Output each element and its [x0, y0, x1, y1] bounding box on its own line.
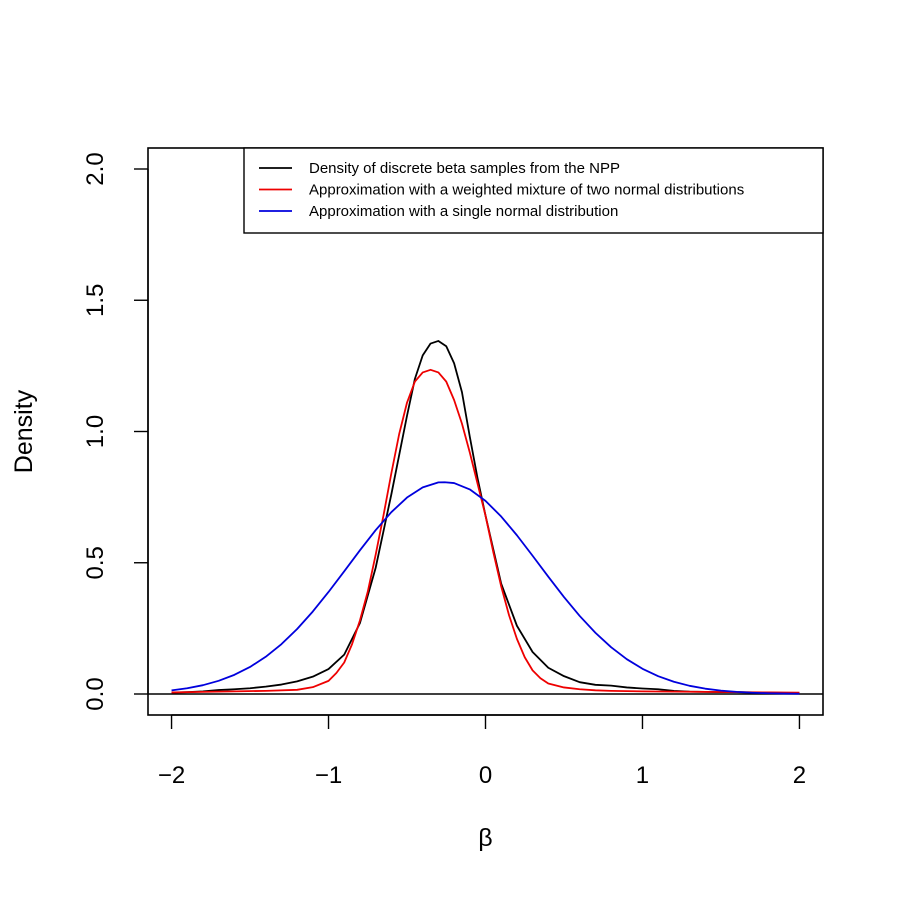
series-line-2 [171, 368, 800, 694]
x-tick-label: −1 [315, 762, 342, 789]
x-tick-label: 0 [479, 762, 492, 789]
plot-area [148, 340, 823, 695]
y-tick-label: 0.0 [82, 677, 109, 710]
x-tick-label: 2 [793, 762, 806, 789]
y-axis: 0.0 0.5 1.0 1.5 2.0 [82, 152, 149, 711]
y-axis-title: Density [10, 389, 38, 473]
legend-label-2: Approximation with a weighted mixture of… [309, 182, 744, 199]
x-axis-title: β [478, 824, 492, 852]
x-tick-label: 1 [636, 762, 649, 789]
y-tick-label: 2.0 [82, 152, 109, 185]
legend: Density of discrete beta samples from th… [243, 147, 824, 234]
series-line-3 [171, 481, 800, 695]
y-tick-label: 0.5 [82, 546, 109, 579]
x-axis: −2 −1 0 1 2 [158, 714, 806, 789]
legend-box [243, 147, 824, 234]
y-tick-label: 1.0 [82, 415, 109, 448]
legend-label-3: Approximation with a single normal distr… [309, 203, 618, 220]
y-tick-label: 1.5 [82, 284, 109, 317]
x-tick-label: −2 [158, 762, 185, 789]
legend-label-1: Density of discrete beta samples from th… [309, 160, 620, 177]
